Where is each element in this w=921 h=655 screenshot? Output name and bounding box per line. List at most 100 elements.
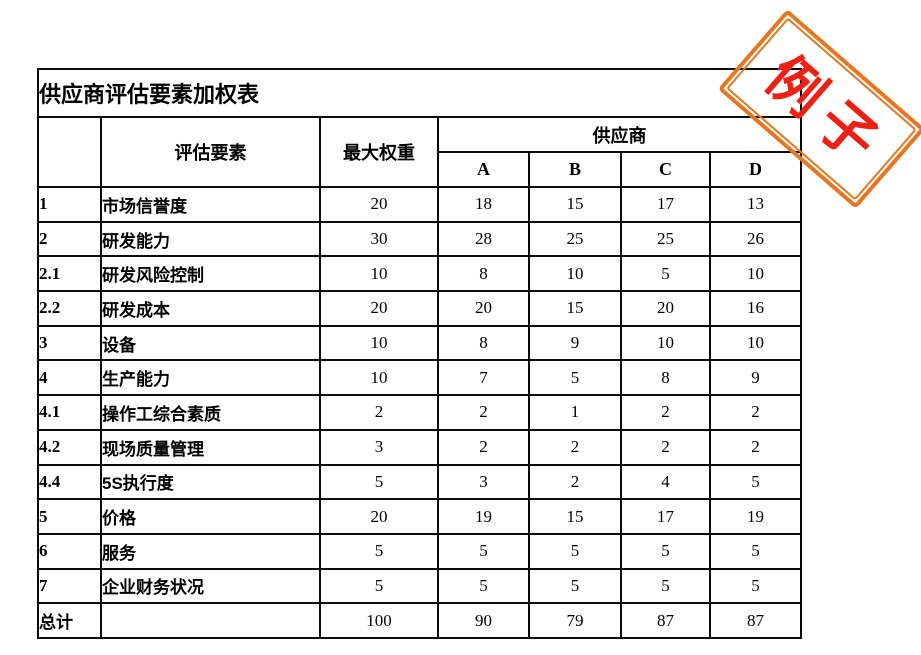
cell-total-c: 87 [620,602,711,639]
cell-max-weight: 5 [319,567,439,605]
cell-supplier-a: 19 [437,498,530,535]
cell-factor: 服务 [100,532,321,570]
cell-factor: 研发风险控制 [100,255,321,293]
cell-max-weight: 20 [319,290,439,327]
cell-max-weight: 30 [319,220,439,258]
cell-total-factor [100,602,321,639]
header-max-weight: 最大权重 [319,116,439,188]
cell-supplier-d: 16 [708,290,803,327]
cell-supplier-a: 5 [437,532,530,570]
header-factor: 评估要素 [100,116,321,188]
cell-supplier-c: 5 [620,532,711,570]
cell-supplier-a: 2 [437,428,530,466]
cell-supplier-b: 1 [528,394,622,431]
header-supplier-b: B [528,151,622,188]
header-supplier-group: 供应商 [436,116,803,153]
table-row: 5 价格 20 19 15 17 19 [37,498,803,535]
table-row: 1 市场信誉度 20 18 15 17 13 [37,186,803,223]
cell-factor: 价格 [100,498,321,535]
cell-supplier-c: 5 [620,567,711,605]
table-row: 2.1 研发风险控制 10 8 10 5 10 [37,255,803,293]
cell-supplier-a: 8 [437,255,530,293]
cell-supplier-c: 20 [620,290,711,327]
cell-supplier-b: 5 [528,567,622,605]
cell-supplier-b: 15 [528,290,622,327]
cell-supplier-a: 20 [437,290,530,327]
cell-supplier-b: 5 [528,532,622,570]
cell-supplier-c: 10 [620,324,711,362]
cell-total-a: 90 [437,602,530,639]
cell-no: 1 [37,186,102,223]
title-row: 供应商评估要素加权表 [36,68,803,118]
table-row: 3 设备 10 8 9 10 10 [37,324,803,362]
cell-supplier-d: 10 [708,324,803,362]
cell-supplier-d: 5 [708,567,803,605]
header-supplier-c: C [620,151,711,188]
cell-no: 4.4 [37,463,102,501]
cell-no: 6 [37,532,102,570]
table-row: 4 生产能力 10 7 5 8 9 [37,359,803,397]
cell-supplier-a: 3 [437,463,530,501]
cell-supplier-b: 2 [528,428,622,466]
cell-no: 2.1 [37,255,102,293]
cell-supplier-a: 2 [437,394,530,431]
cell-supplier-d: 5 [708,532,803,570]
cell-max-weight: 5 [319,532,439,570]
cell-supplier-a: 18 [437,186,530,223]
table-row: 4.1 操作工综合素质 2 2 1 2 2 [37,394,803,431]
cell-supplier-c: 2 [620,428,711,466]
cell-supplier-d: 10 [708,255,803,293]
cell-max-weight: 5 [319,463,439,501]
cell-supplier-b: 15 [528,186,622,223]
table-row: 6 服务 5 5 5 5 5 [37,532,803,570]
table-row: 2 研发能力 30 28 25 25 26 [37,220,803,258]
cell-supplier-c: 5 [620,255,711,293]
header-row-1: 评估要素 最大权重 供应商 [37,116,803,188]
cell-supplier-a: 5 [437,567,530,605]
cell-total-b: 79 [528,602,622,639]
cell-max-weight: 3 [319,428,439,466]
cell-factor: 研发成本 [100,290,321,327]
cell-total-max: 100 [319,602,439,639]
cell-supplier-d: 5 [708,463,803,501]
table-row: 2.2 研发成本 20 20 15 20 16 [37,290,803,327]
cell-supplier-b: 25 [528,220,622,258]
cell-no: 4 [37,359,102,397]
cell-no: 5 [37,498,102,535]
cell-total-label: 总计 [37,602,102,639]
table-row: 7 企业财务状况 5 5 5 5 5 [37,567,803,605]
cell-supplier-a: 28 [437,220,530,258]
cell-supplier-d: 2 [708,394,803,431]
cell-supplier-b: 2 [528,463,622,501]
table-row-total: 总计 100 90 79 87 87 [37,602,803,639]
cell-factor: 5S执行度 [100,463,321,501]
cell-factor: 市场信誉度 [100,186,321,223]
cell-max-weight: 20 [319,186,439,223]
cell-supplier-d: 2 [708,428,803,466]
cell-supplier-c: 25 [620,220,711,258]
cell-no: 2.2 [37,290,102,327]
header-row-2: A B C D [38,151,803,188]
cell-factor: 设备 [100,324,321,362]
cell-supplier-b: 5 [528,359,622,397]
cell-total-d: 87 [708,602,803,639]
cell-supplier-c: 2 [620,394,711,431]
cell-no: 4.1 [37,394,102,431]
cell-supplier-d: 26 [708,220,803,258]
header-supplier-a: A [437,151,530,188]
cell-supplier-a: 8 [437,324,530,362]
cell-supplier-c: 4 [620,463,711,501]
cell-max-weight: 10 [319,255,439,293]
cell-supplier-c: 8 [620,359,711,397]
table-title: 供应商评估要素加权表 [36,68,803,118]
cell-no: 4.2 [37,428,102,466]
cell-factor: 企业财务状况 [100,567,321,605]
header-no [37,116,102,188]
cell-supplier-d: 9 [708,359,803,397]
supplier-evaluation-table: 供应商评估要素加权表 评估要素 最大权重 供应商 A B C D 1 市场信誉度 2… [36,68,803,639]
cell-supplier-d: 13 [708,186,803,223]
cell-no: 7 [37,567,102,605]
cell-supplier-b: 9 [528,324,622,362]
table-row: 4.4 5S执行度 5 3 2 4 5 [37,463,803,501]
